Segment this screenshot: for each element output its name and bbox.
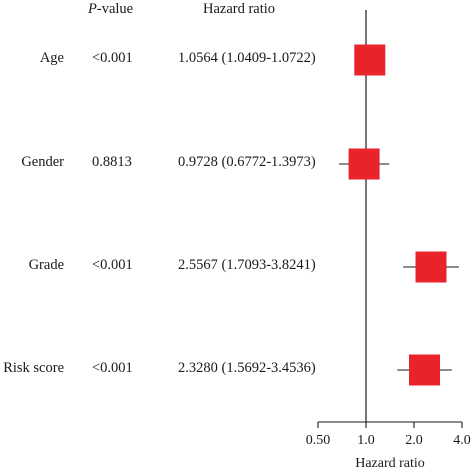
row-pvalue-gender: 0.8813: [92, 154, 132, 170]
row-hr-text-age: 1.0564 (1.0409-1.0722): [178, 50, 316, 66]
pvalue-header-italic: P: [88, 1, 97, 17]
x-tick-label: 0.50: [306, 433, 331, 448]
hr-marker: [348, 148, 380, 180]
pvalue-header: P-value: [88, 1, 133, 18]
hazard-ratio-header: Hazard ratio: [203, 1, 276, 17]
x-axis-title: Hazard ratio: [355, 456, 425, 471]
hr-marker: [409, 354, 441, 386]
row-hr-text-grade: 2.5567 (1.7093-3.8241): [178, 257, 316, 273]
x-tick-label: 2.0: [405, 433, 423, 448]
row-hr-text-gender: 0.9728 (0.6772-1.3973): [178, 154, 316, 170]
x-tick-label: 1.0: [357, 433, 375, 448]
row-label-gender: Gender: [21, 154, 64, 170]
row-label-risk-score: Risk score: [3, 360, 64, 376]
row-hr-text-risk-score: 2.3280 (1.5692-3.4536): [178, 360, 316, 376]
row-pvalue-risk-score: <0.001: [92, 360, 133, 376]
hr-marker: [354, 44, 386, 76]
pvalue-header-rest: -value: [96, 1, 134, 17]
x-tick-label: 4.0: [453, 433, 471, 448]
hr-marker: [415, 251, 447, 283]
row-pvalue-age: <0.001: [92, 50, 133, 66]
row-label-age: Age: [39, 50, 64, 66]
row-label-grade: Grade: [28, 257, 64, 273]
row-pvalue-grade: <0.001: [92, 257, 133, 273]
